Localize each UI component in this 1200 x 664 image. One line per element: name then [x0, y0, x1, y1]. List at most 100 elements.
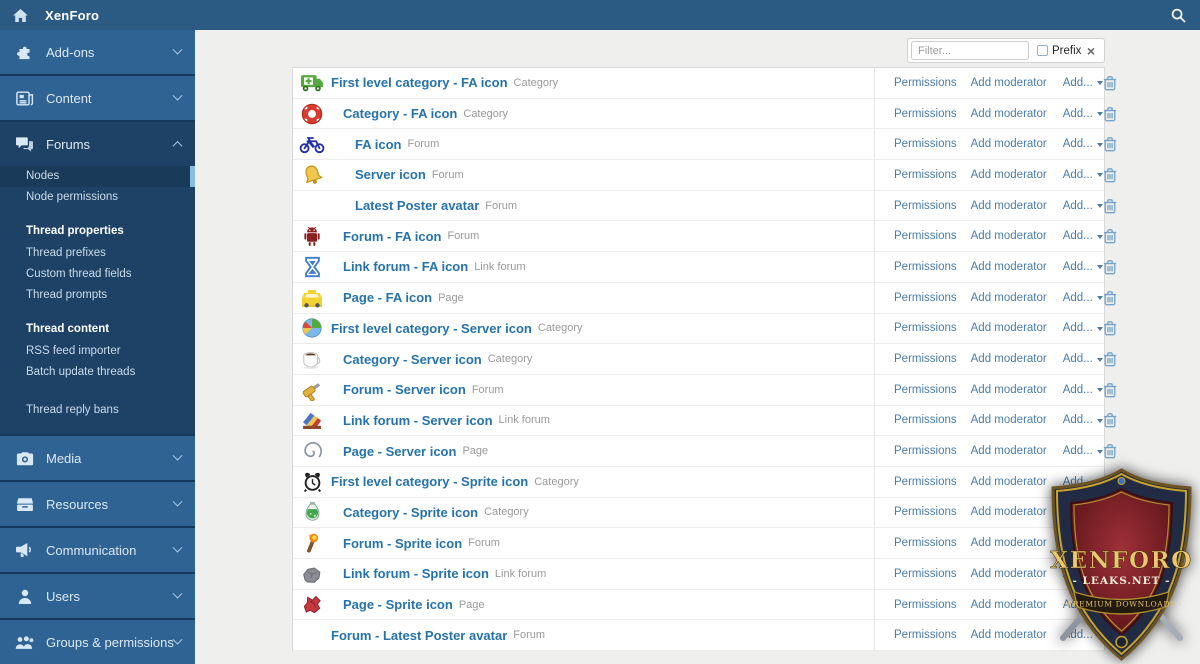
permissions-link[interactable]: Permissions — [894, 168, 957, 181]
trash-icon[interactable] — [1103, 75, 1117, 91]
trash-icon[interactable] — [1103, 106, 1117, 122]
sidebar-item-groups-permissions[interactable]: Groups & permissions — [0, 620, 195, 664]
trash-icon[interactable] — [1103, 504, 1117, 520]
checkbox-icon[interactable] — [1037, 45, 1048, 56]
trash-icon[interactable] — [1103, 167, 1117, 183]
add-moderator-link[interactable]: Add moderator — [970, 107, 1047, 120]
add-dropdown-button[interactable]: Add... — [1063, 599, 1103, 611]
sidebar-item-thread-prefixes[interactable]: Thread prefixes — [26, 247, 106, 259]
permissions-link[interactable]: Permissions — [894, 260, 957, 273]
node-title-link[interactable]: First level category - Sprite icon — [331, 474, 529, 490]
permissions-link[interactable]: Permissions — [894, 353, 957, 366]
node-title-link[interactable]: Page - Server icon — [343, 443, 457, 459]
add-dropdown-button[interactable]: Add... — [1063, 138, 1103, 150]
prefix-checkbox[interactable]: Prefix — [1037, 45, 1081, 57]
node-title-link[interactable]: First level category - Server icon — [331, 320, 532, 336]
brand-title[interactable]: XenForo — [45, 7, 100, 23]
add-dropdown-button[interactable]: Add... — [1063, 414, 1103, 426]
add-dropdown-button[interactable]: Add... — [1063, 629, 1103, 641]
add-moderator-link[interactable]: Add moderator — [970, 138, 1047, 151]
add-dropdown-button[interactable]: Add... — [1063, 537, 1103, 549]
trash-icon[interactable] — [1103, 228, 1117, 244]
add-dropdown-button[interactable]: Add... — [1063, 322, 1103, 334]
permissions-link[interactable]: Permissions — [894, 475, 957, 488]
add-dropdown-button[interactable]: Add... — [1063, 476, 1103, 488]
search-icon[interactable] — [1171, 8, 1186, 23]
trash-icon[interactable] — [1103, 320, 1117, 336]
node-title-link[interactable]: FA icon — [355, 136, 402, 152]
add-dropdown-button[interactable]: Add... — [1063, 200, 1103, 212]
add-moderator-link[interactable]: Add moderator — [970, 629, 1047, 642]
permissions-link[interactable]: Permissions — [894, 506, 957, 519]
trash-icon[interactable] — [1103, 474, 1117, 490]
permissions-link[interactable]: Permissions — [894, 230, 957, 243]
trash-icon[interactable] — [1103, 198, 1117, 214]
permissions-link[interactable]: Permissions — [894, 291, 957, 304]
node-title-link[interactable]: First level category - FA icon — [331, 75, 508, 91]
node-title-link[interactable]: Forum - FA icon — [343, 228, 442, 244]
add-moderator-link[interactable]: Add moderator — [970, 199, 1047, 212]
trash-icon[interactable] — [1103, 290, 1117, 306]
sidebar-item-custom-thread-fields[interactable]: Custom thread fields — [26, 268, 132, 280]
node-title-link[interactable]: Server icon — [355, 167, 426, 183]
node-title-link[interactable]: Link forum - Server icon — [343, 412, 493, 428]
node-title-link[interactable]: Page - FA icon — [343, 290, 433, 306]
trash-icon[interactable] — [1103, 566, 1117, 582]
home-icon[interactable] — [13, 8, 28, 22]
sidebar-item-media[interactable]: Media — [0, 436, 195, 480]
add-dropdown-button[interactable]: Add... — [1063, 169, 1103, 181]
add-dropdown-button[interactable]: Add... — [1063, 77, 1103, 89]
add-dropdown-button[interactable]: Add... — [1063, 384, 1103, 396]
trash-icon[interactable] — [1103, 535, 1117, 551]
trash-icon[interactable] — [1103, 259, 1117, 275]
sidebar-item-communication[interactable]: Communication — [0, 528, 195, 572]
sidebar-item-add-ons[interactable]: Add-ons — [0, 30, 195, 74]
permissions-link[interactable]: Permissions — [894, 629, 957, 642]
add-moderator-link[interactable]: Add moderator — [970, 291, 1047, 304]
trash-icon[interactable] — [1103, 627, 1117, 643]
node-title-link[interactable]: Latest Poster avatar — [355, 198, 480, 214]
sidebar-item-forums[interactable]: Forums — [0, 122, 195, 166]
add-dropdown-button[interactable]: Add... — [1063, 568, 1103, 580]
node-title-link[interactable]: Category - Sprite icon — [343, 504, 479, 520]
sidebar-item-nodes[interactable]: Nodes — [0, 166, 195, 187]
add-moderator-link[interactable]: Add moderator — [970, 567, 1047, 580]
add-moderator-link[interactable]: Add moderator — [970, 598, 1047, 611]
trash-icon[interactable] — [1103, 136, 1117, 152]
trash-icon[interactable] — [1103, 382, 1117, 398]
add-moderator-link[interactable]: Add moderator — [970, 383, 1047, 396]
permissions-link[interactable]: Permissions — [894, 199, 957, 212]
add-moderator-link[interactable]: Add moderator — [970, 537, 1047, 550]
add-moderator-link[interactable]: Add moderator — [970, 414, 1047, 427]
add-dropdown-button[interactable]: Add... — [1063, 445, 1103, 457]
permissions-link[interactable]: Permissions — [894, 383, 957, 396]
node-title-link[interactable]: Forum - Sprite icon — [343, 535, 463, 551]
sidebar-item-thread-prompts[interactable]: Thread prompts — [26, 289, 108, 301]
permissions-link[interactable]: Permissions — [894, 76, 957, 89]
trash-icon[interactable] — [1103, 412, 1117, 428]
permissions-link[interactable]: Permissions — [894, 598, 957, 611]
node-title-link[interactable]: Category - FA icon — [343, 106, 458, 122]
add-moderator-link[interactable]: Add moderator — [970, 168, 1047, 181]
sidebar-item-batch-update-threads[interactable]: Batch update threads — [26, 366, 136, 378]
add-moderator-link[interactable]: Add moderator — [970, 230, 1047, 243]
add-dropdown-button[interactable]: Add... — [1063, 353, 1103, 365]
sidebar-item-rss-feed-importer[interactable]: RSS feed importer — [26, 345, 121, 357]
add-moderator-link[interactable]: Add moderator — [970, 475, 1047, 488]
permissions-link[interactable]: Permissions — [894, 537, 957, 550]
permissions-link[interactable]: Permissions — [894, 414, 957, 427]
permissions-link[interactable]: Permissions — [894, 138, 957, 151]
add-dropdown-button[interactable]: Add... — [1063, 292, 1103, 304]
trash-icon[interactable] — [1103, 443, 1117, 459]
add-dropdown-button[interactable]: Add... — [1063, 108, 1103, 120]
node-title-link[interactable]: Page - Sprite icon — [343, 597, 453, 613]
permissions-link[interactable]: Permissions — [894, 107, 957, 120]
close-icon[interactable]: × — [1086, 42, 1095, 59]
add-moderator-link[interactable]: Add moderator — [970, 260, 1047, 273]
filter-input[interactable] — [911, 41, 1029, 60]
add-dropdown-button[interactable]: Add... — [1063, 506, 1103, 518]
permissions-link[interactable]: Permissions — [894, 567, 957, 580]
add-moderator-link[interactable]: Add moderator — [970, 353, 1047, 366]
add-moderator-link[interactable]: Add moderator — [970, 322, 1047, 335]
permissions-link[interactable]: Permissions — [894, 322, 957, 335]
